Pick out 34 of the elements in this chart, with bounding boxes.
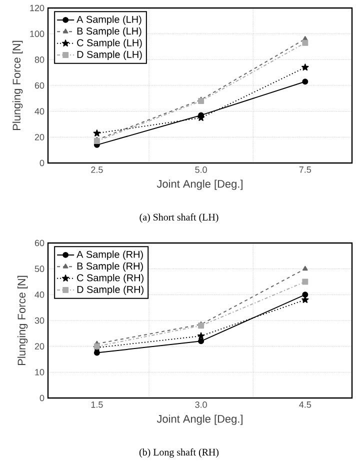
y-tick-label: 100 (30, 30, 44, 38)
y-tick-label: 30 (34, 317, 44, 324)
legend-label: D Sample (LH) (77, 50, 142, 60)
legend-label: D Sample (RH) (77, 286, 144, 295)
legend-label: A Sample (RH) (76, 250, 143, 260)
y-axis-title: Plunging Force [N] (12, 40, 23, 130)
x-tick-label: 2.5 (91, 166, 103, 173)
y-tick-label: 60 (34, 82, 44, 89)
y-tick-label: 10 (35, 368, 44, 376)
legend-label: B Sample (RH) (77, 262, 143, 272)
y-tick-label: 50 (34, 266, 44, 272)
y-tick-label: 40 (34, 291, 44, 298)
x-axis-title: Joint Angle [Deg.] (156, 414, 242, 425)
y-tick-label: 80 (34, 56, 44, 63)
x-tick-label: 3.0 (195, 402, 207, 408)
x-tick-label: 4.5 (299, 402, 312, 408)
y-tick-label: 60 (34, 240, 44, 246)
y-tick-label: 20 (34, 134, 44, 140)
y-tick-label: 120 (30, 4, 44, 12)
legend-label: B Sample (LH) (77, 27, 142, 37)
y-tick-label: 0 (40, 394, 44, 402)
legend-label: C Sample (RH) (77, 274, 144, 284)
y-axis-title: Plunging Force [N] (17, 276, 28, 365)
legend-label: C Sample (LH) (77, 38, 142, 48)
x-tick-label: 7.5 (299, 166, 312, 173)
x-axis-title: Joint Angle [Deg.] (156, 180, 242, 190)
y-tick-label: 40 (34, 108, 44, 115)
x-tick-label: 5.0 (195, 166, 207, 173)
y-tick-label: 20 (34, 343, 44, 350)
text: (a) Short shaft (LH) (140, 213, 218, 223)
y-tick-label: 0 (40, 160, 44, 166)
legend-label: A Sample (LH) (76, 16, 142, 25)
text: (b) Long shaft (RH) (139, 448, 219, 458)
x-tick-label: 1.5 (91, 402, 103, 408)
